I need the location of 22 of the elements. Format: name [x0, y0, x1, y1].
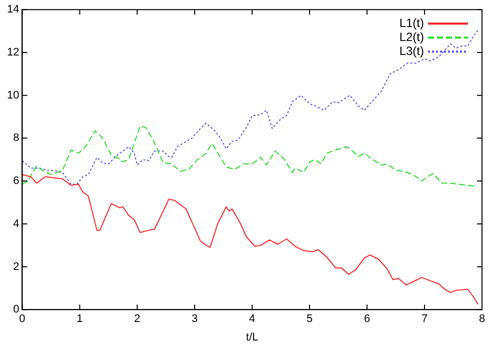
- x-tick-label: 6: [364, 313, 370, 326]
- y-tick-label: 6: [13, 175, 20, 188]
- legend-label: L2(t): [399, 30, 424, 44]
- x-tick-label: 8: [478, 313, 486, 326]
- x-tick-label: 2: [134, 313, 140, 326]
- x-tick-label: 3: [192, 313, 198, 326]
- y-tick-label: 4: [13, 218, 20, 230]
- x-tick-label: 4: [249, 313, 256, 326]
- y-tick-label: 14: [6, 4, 20, 16]
- x-tick-label: 1: [76, 313, 83, 326]
- x-tick-label: 7: [421, 313, 428, 326]
- line-series: [22, 29, 478, 185]
- y-tick-label: 12: [6, 46, 20, 58]
- y-tick-label: 0: [13, 304, 20, 316]
- line-series: [22, 126, 477, 187]
- y-tick-label: 2: [13, 260, 20, 273]
- y-tick-label: 8: [13, 132, 20, 144]
- x-tick-label: 5: [306, 313, 313, 326]
- y-tick-label: 10: [6, 89, 20, 102]
- legend-label: L1(t): [399, 16, 424, 30]
- legend-label: L3(t): [399, 44, 424, 58]
- x-axis-title: t/L: [246, 331, 258, 344]
